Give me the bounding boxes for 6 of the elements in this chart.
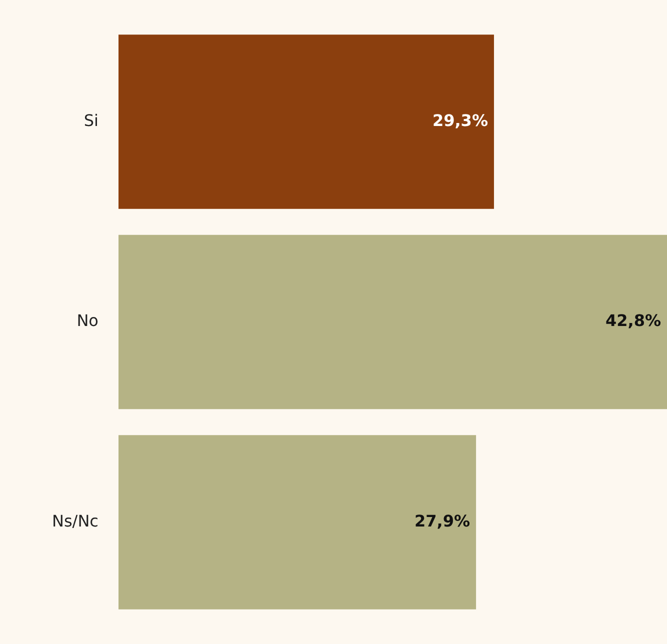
y-tick-label: Ns/Nc — [52, 511, 98, 530]
data-label: 29,3% — [432, 110, 488, 130]
data-label: 27,9% — [414, 511, 470, 530]
data-label: 42,8% — [605, 311, 661, 330]
y-tick-label: Si — [84, 110, 98, 130]
y-tick-label: No — [76, 311, 98, 330]
